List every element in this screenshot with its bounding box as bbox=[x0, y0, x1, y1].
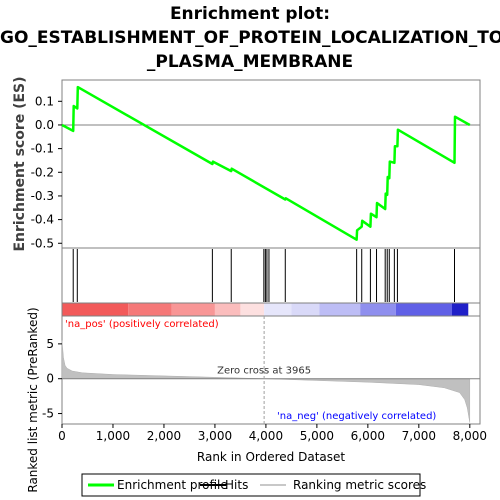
es-ytick-label: 0.1 bbox=[35, 94, 54, 108]
heatmap-band bbox=[62, 303, 129, 316]
es-ytick-label: -0.3 bbox=[31, 189, 54, 203]
rank-ytick-label: -5 bbox=[42, 407, 54, 421]
neg-correlated-label: 'na_neg' (negatively correlated) bbox=[277, 411, 436, 422]
es-ytick-label: -0.2 bbox=[31, 165, 54, 179]
heatmap-band bbox=[319, 303, 361, 316]
rank-ylabel: Ranked list metric (PreRanked) bbox=[26, 307, 40, 492]
xtick-label: 1,000 bbox=[96, 429, 130, 443]
heatmap-band bbox=[360, 303, 396, 316]
ranked-metric-panel: 5 0 -5 'na_pos' (positively correlated) 'na_… bbox=[26, 307, 481, 493]
heatmap-band bbox=[395, 303, 452, 316]
heatmap-band bbox=[291, 303, 320, 316]
heatmap-band bbox=[214, 303, 241, 316]
x-axis: 0 1,000 2,000 3,000 4,000 5,000 6,000 7,000 8,00… bbox=[58, 424, 487, 464]
heatmap-band bbox=[264, 303, 292, 316]
heatmap-band bbox=[240, 303, 265, 316]
hits-frame bbox=[61, 247, 481, 304]
rank-ytick-label: 0 bbox=[46, 372, 54, 386]
hits-panel bbox=[61, 247, 481, 304]
title-line-3: _PLASMA_MEMBRANE bbox=[146, 52, 354, 72]
xtick-label: 4,000 bbox=[249, 429, 283, 443]
es-ytick-label: 0.0 bbox=[35, 118, 54, 132]
rank-ytick-label: 5 bbox=[46, 337, 54, 351]
title-line-1: Enrichment plot: bbox=[169, 4, 331, 24]
legend-label: Ranking metric scores bbox=[293, 478, 426, 492]
rank-heatmap bbox=[61, 302, 481, 317]
es-ytick-label: -0.5 bbox=[31, 236, 54, 250]
xtick-label: 8,000 bbox=[453, 429, 487, 443]
es-ytick-label: -0.1 bbox=[31, 142, 54, 156]
heatmap-band bbox=[128, 303, 172, 316]
rank-plot-frame bbox=[61, 315, 481, 425]
ranking-metric-area bbox=[61, 340, 471, 423]
es-ylabel: Enrichment score (ES) bbox=[12, 76, 28, 251]
es-plot-frame bbox=[61, 79, 481, 249]
xtick-label: 2,000 bbox=[147, 429, 181, 443]
xtick-label: 7,000 bbox=[402, 429, 436, 443]
es-ytick-label: -0.4 bbox=[31, 213, 54, 227]
x-axis-label: Rank in Ordered Dataset bbox=[197, 450, 345, 464]
xtick-label: 5,000 bbox=[300, 429, 334, 443]
heatmap-band bbox=[451, 303, 469, 316]
legend-box bbox=[81, 473, 421, 497]
xtick-label: 0 bbox=[58, 429, 66, 443]
heatmap-band bbox=[171, 303, 215, 316]
legend-label: Enrichment profile bbox=[117, 478, 228, 492]
pos-correlated-label: 'na_pos' (positively correlated) bbox=[65, 319, 219, 330]
xtick-label: 3,000 bbox=[198, 429, 232, 443]
title-line-2: GO_ESTABLISHMENT_OF_PROTEIN_LOCALIZATION… bbox=[0, 28, 500, 48]
chart-title: Enrichment plot: GO_ESTABLISHMENT_OF_PRO… bbox=[0, 2, 500, 74]
enrichment-profile-line bbox=[61, 85, 471, 241]
legend-label: Hits bbox=[225, 478, 248, 492]
xtick-label: 6,000 bbox=[351, 429, 385, 443]
zero-cross-label: Zero cross at 3965 bbox=[217, 366, 311, 377]
